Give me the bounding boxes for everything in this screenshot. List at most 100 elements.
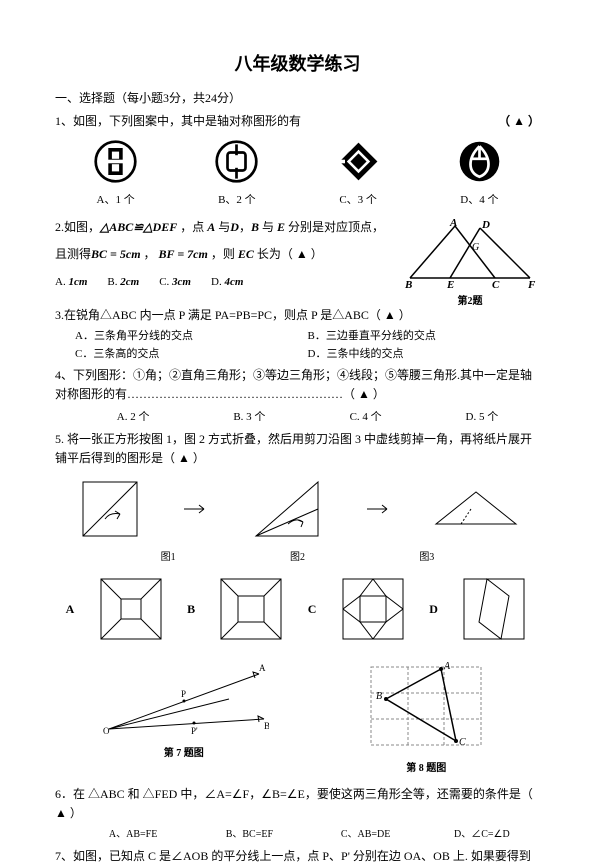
- q2-and2: 与: [259, 220, 277, 234]
- question-4: 4、下列图形：①角；②直角三角形；③等边三角形；④线段；⑤等腰三角形.其中一定是…: [55, 366, 540, 404]
- q5-choice-a-icon: [96, 574, 166, 644]
- q2-lblD: D: [481, 219, 490, 231]
- logo-icbc-icon: [93, 139, 138, 184]
- q2a-pre: A.: [55, 276, 66, 288]
- q2-and1: 与: [215, 220, 230, 234]
- page-title: 八年级数学练习: [55, 50, 540, 79]
- q2b-val: 2cm: [120, 276, 139, 288]
- question-6: 6．在 △ABC 和 △FED 中，∠A=∠F，∠B=∠E，要使这两三角形全等，…: [55, 785, 540, 823]
- q2-ec: EC: [238, 247, 254, 261]
- q8-a: A: [443, 661, 451, 672]
- q7-pp: P': [191, 726, 198, 736]
- q5-choice-c-icon: [338, 574, 408, 644]
- q2a-val: 1cm: [68, 276, 87, 288]
- fig2-label: 图2: [290, 550, 305, 566]
- q4-options: A. 2 个 B. 3 个 C. 4 个 D. 5 个: [55, 409, 540, 427]
- q2-l2pre: 且测得: [55, 247, 91, 261]
- q6-optc: C、AB=DE: [308, 827, 424, 843]
- q8-c: C: [459, 737, 466, 748]
- diagram-row: P P' A O B 第 7 题图 A B C 第 8 题图: [55, 659, 540, 776]
- q1-opt-b: B、2 个: [176, 192, 297, 210]
- q1-options: A、1 个 B、2 个 C、3 个 D、4 个: [55, 192, 540, 210]
- q2b-pre: B.: [107, 276, 117, 288]
- q5-choice-b-icon: [216, 574, 286, 644]
- q1-logos: [55, 139, 540, 184]
- q2-lblG: G: [472, 242, 479, 253]
- q2-lblF: F: [527, 279, 536, 288]
- fold-fig3-icon: [431, 484, 521, 534]
- q5-fold-labels: 图1 图2 图3: [104, 550, 492, 566]
- q2-opta: A. 1cm: [55, 274, 87, 292]
- logo-abc-icon: [457, 139, 502, 184]
- q2-end1: 分别是对应顶点，: [285, 220, 384, 234]
- q2c-pre: C.: [159, 276, 169, 288]
- q2d-pre: D.: [211, 276, 222, 288]
- q2-lblA: A: [449, 218, 457, 229]
- q1-opt-d: D、4 个: [419, 192, 540, 210]
- q2-c1: ，: [141, 247, 159, 261]
- fold-fig2-icon: [248, 474, 328, 544]
- q2c-val: 3cm: [172, 276, 191, 288]
- q5-c-label: C: [308, 600, 317, 619]
- q2-formula: △ABC≌△DEF: [100, 220, 177, 234]
- logo-boc-icon: [214, 139, 259, 184]
- q7-b: B: [264, 721, 269, 731]
- q1-blank: （ ▲ ）: [498, 112, 540, 131]
- arrow-icon-2: [367, 502, 392, 517]
- q4-optc: C. 4 个: [308, 409, 424, 427]
- section-header: 一、选择题（每小题3分，共24分）: [55, 89, 540, 108]
- q7-a: A: [259, 663, 266, 673]
- q2-options: A. 1cm B. 2cm C. 3cm D. 4cm: [55, 274, 395, 292]
- q5-choices: A B C D: [55, 574, 540, 644]
- q4-optb: B. 3 个: [191, 409, 307, 427]
- q8-diagram: A B C: [356, 659, 496, 754]
- q2-lblE: E: [446, 279, 454, 288]
- q5-fold-diagrams: [55, 474, 540, 544]
- q4-opta: A. 2 个: [75, 409, 191, 427]
- q2-bc: BC = 5cm: [91, 247, 141, 261]
- q2-triangle-diagram: A D G B E C F: [400, 218, 540, 288]
- question-2-line1: 2.如图，△ABC≌△DEF ，点 A 与D，B 与 E 分别是对应顶点，: [55, 218, 395, 237]
- q2-optc: C. 3cm: [159, 274, 191, 292]
- q7-p: P: [181, 689, 186, 699]
- arrow-icon: [184, 502, 209, 517]
- logo-ccb-icon: [336, 139, 381, 184]
- q1-opt-a: A、1 个: [55, 192, 176, 210]
- q4-optd: D. 5 个: [424, 409, 540, 427]
- q1-text: 1、如图，下列图案中，其中是轴对称图形的有: [55, 114, 301, 128]
- q2-comma: ，: [239, 220, 251, 234]
- q2-lblB: B: [404, 279, 412, 288]
- question-5: 5. 将一张正方形按图 1，图 2 方式折叠，然后用剪刀沿图 3 中虚线剪掉一角…: [55, 430, 540, 468]
- q6-opta: A、AB=FE: [75, 827, 191, 843]
- q3-opta: A．三条角平分线的交点: [75, 328, 308, 346]
- q8-caption: 第 8 题图: [356, 761, 496, 777]
- q3-optd: D．三条中线的交点: [308, 346, 541, 364]
- q2-m2: ，则: [208, 247, 238, 261]
- q7-diagram: P P' A O B: [99, 659, 269, 739]
- q6-options: A、AB=FE B、BC=EF C、AB=DE D、∠C=∠D: [55, 827, 540, 843]
- question-2-line2: 且测得BC = 5cm ， BF = 7cm ，则 EC 长为（ ▲ ）: [55, 245, 395, 264]
- q1-opt-c: C、3 个: [298, 192, 419, 210]
- q6-optd: D、∠C=∠D: [424, 827, 540, 843]
- q2-d: D: [230, 220, 239, 234]
- q2-bf: BF = 7cm: [159, 247, 208, 261]
- q8-b: B: [376, 691, 382, 702]
- q3-optb: B．三边垂直平分线的交点: [308, 328, 541, 346]
- q2-mid: ，点: [177, 220, 207, 234]
- q6-optb: B、BC=EF: [191, 827, 307, 843]
- q2-pre: 2.如图，: [55, 220, 100, 234]
- fold-fig1-icon: [75, 474, 145, 544]
- q2-optb: B. 2cm: [107, 274, 139, 292]
- q5-b-label: B: [187, 600, 195, 619]
- q2-optd: D. 4cm: [211, 274, 243, 292]
- q2-b: B: [251, 220, 259, 234]
- q2-lblC: C: [492, 279, 500, 288]
- q3-options: A．三条角平分线的交点 B．三边垂直平分线的交点 C．三条高的交点 D．三条中线…: [75, 328, 540, 363]
- question-7: 7、如图，已知点 C 是∠AOB 的平分线上一点，点 P、P' 分别在边 OA、…: [55, 847, 540, 866]
- q3-optc: C．三条高的交点: [75, 346, 308, 364]
- q7-o: O: [103, 726, 110, 736]
- question-3: 3.在锐角△ABC 内一点 P 满足 PA=PB=PC，则点 P 是△ABC（ …: [55, 306, 540, 325]
- q2d-val: 4cm: [224, 276, 243, 288]
- q5-choice-d-icon: [459, 574, 529, 644]
- q5-a-label: A: [66, 600, 75, 619]
